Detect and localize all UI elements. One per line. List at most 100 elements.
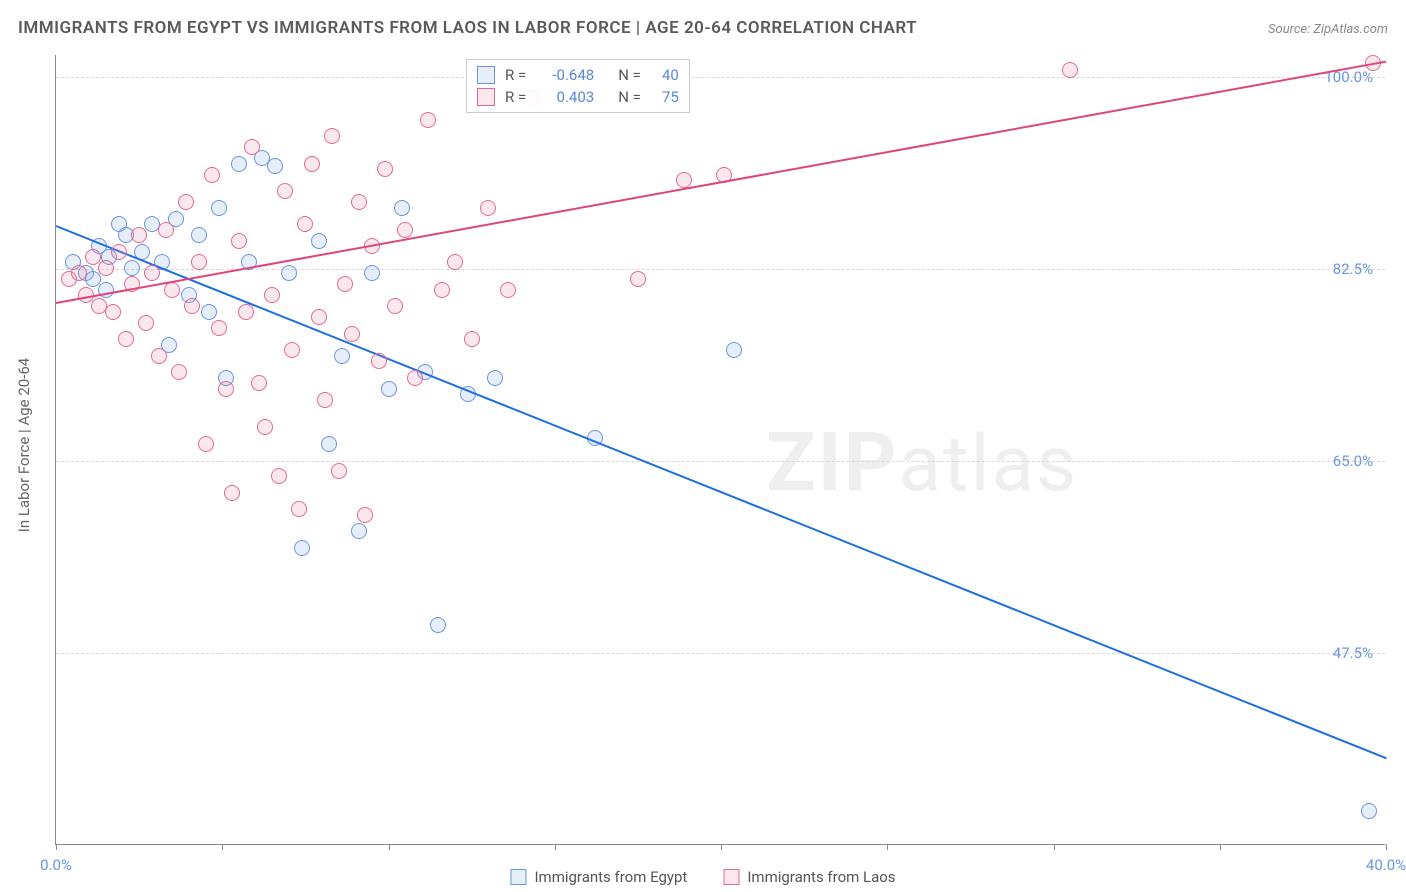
legend-r-value: 0.403 xyxy=(536,88,594,106)
scatter-point-laos xyxy=(105,304,121,320)
scatter-point-laos xyxy=(337,276,353,292)
scatter-point-laos xyxy=(144,265,160,281)
scatter-point-laos xyxy=(238,304,254,320)
scatter-point-egypt xyxy=(124,260,140,276)
scatter-point-laos xyxy=(500,282,516,298)
x-tick xyxy=(1386,844,1387,850)
scatter-point-laos xyxy=(324,128,340,144)
scatter-point-laos xyxy=(244,139,260,155)
trend-line-egypt xyxy=(56,225,1387,759)
scatter-point-egypt xyxy=(311,233,327,249)
gridline-h xyxy=(56,269,1385,270)
scatter-point-egypt xyxy=(381,381,397,397)
legend-r-value: -0.648 xyxy=(536,66,594,84)
legend-n-value: 40 xyxy=(651,66,679,84)
scatter-point-egypt xyxy=(231,156,247,172)
scatter-point-laos xyxy=(178,194,194,210)
scatter-point-egypt xyxy=(351,523,367,539)
scatter-point-laos xyxy=(204,167,220,183)
scatter-point-egypt xyxy=(294,540,310,556)
x-tick-label: 0.0% xyxy=(40,856,72,874)
scatter-point-laos xyxy=(357,507,373,523)
scatter-point-laos xyxy=(118,331,134,347)
legend-swatch-egypt xyxy=(477,66,495,84)
scatter-point-egypt xyxy=(726,342,742,358)
chart-title: IMMIGRANTS FROM EGYPT VS IMMIGRANTS FROM… xyxy=(18,18,917,38)
scatter-point-laos xyxy=(71,265,87,281)
legend-n-label: N = xyxy=(618,88,641,106)
source-attribution: Source: ZipAtlas.com xyxy=(1268,22,1388,37)
x-tick xyxy=(1054,844,1055,850)
legend-top: R = -0.648 N = 40 R = 0.403 N = 75 xyxy=(466,59,690,113)
scatter-point-egypt xyxy=(211,200,227,216)
watermark-rest: atlas xyxy=(899,419,1079,510)
scatter-point-egypt xyxy=(281,265,297,281)
legend-item-egypt: Immigrants from Egypt xyxy=(510,868,687,886)
scatter-point-laos xyxy=(331,463,347,479)
legend-r-label: R = xyxy=(505,66,526,84)
scatter-point-laos xyxy=(211,320,227,336)
x-tick xyxy=(721,844,722,850)
gridline-h xyxy=(56,461,1385,462)
y-axis-title: In Labor Force | Age 20-64 xyxy=(15,358,33,532)
legend-label-egypt: Immigrants from Egypt xyxy=(534,868,687,886)
legend-item-laos: Immigrants from Laos xyxy=(723,868,895,886)
scatter-point-egypt xyxy=(394,200,410,216)
y-tick-label: 47.5% xyxy=(1333,644,1373,662)
legend-row-laos: R = 0.403 N = 75 xyxy=(477,86,679,108)
x-tick xyxy=(56,844,57,850)
scatter-point-laos xyxy=(277,183,293,199)
legend-label-laos: Immigrants from Laos xyxy=(747,868,895,886)
trend-line-laos xyxy=(56,61,1386,304)
x-tick xyxy=(1220,844,1221,850)
x-tick xyxy=(222,844,223,850)
scatter-point-laos xyxy=(231,233,247,249)
y-tick-label: 82.5% xyxy=(1333,260,1373,278)
watermark-bold: ZIP xyxy=(766,415,899,511)
scatter-point-laos xyxy=(297,216,313,232)
scatter-point-laos xyxy=(344,326,360,342)
scatter-point-egypt xyxy=(1361,803,1377,819)
scatter-point-laos xyxy=(218,381,234,397)
legend-swatch-egypt xyxy=(510,869,526,885)
scatter-point-laos xyxy=(464,331,480,347)
scatter-point-laos xyxy=(284,342,300,358)
scatter-point-egypt xyxy=(267,158,283,174)
legend-swatch-laos xyxy=(477,88,495,106)
scatter-point-laos xyxy=(377,161,393,177)
scatter-point-laos xyxy=(371,353,387,369)
scatter-point-laos xyxy=(397,222,413,238)
scatter-point-laos xyxy=(151,348,167,364)
x-tick xyxy=(389,844,390,850)
scatter-point-egypt xyxy=(334,348,350,364)
legend-r-label: R = xyxy=(505,88,526,106)
scatter-point-laos xyxy=(407,370,423,386)
scatter-point-laos xyxy=(85,249,101,265)
scatter-point-laos xyxy=(630,271,646,287)
scatter-point-laos xyxy=(304,156,320,172)
scatter-point-laos xyxy=(271,468,287,484)
watermark: ZIPatlas xyxy=(766,415,1078,511)
legend-n-label: N = xyxy=(618,66,641,84)
scatter-point-laos xyxy=(311,309,327,325)
gridline-h xyxy=(56,653,1385,654)
scatter-point-laos xyxy=(224,485,240,501)
scatter-point-laos xyxy=(351,194,367,210)
scatter-point-egypt xyxy=(321,436,337,452)
legend-n-value: 75 xyxy=(651,88,679,106)
scatter-point-laos xyxy=(251,375,267,391)
legend-swatch-laos xyxy=(723,869,739,885)
scatter-point-egypt xyxy=(430,617,446,633)
scatter-point-laos xyxy=(480,200,496,216)
scatter-point-laos xyxy=(447,254,463,270)
scatter-point-laos xyxy=(164,282,180,298)
scatter-point-laos xyxy=(291,501,307,517)
legend-bottom: Immigrants from Egypt Immigrants from La… xyxy=(510,868,895,886)
scatter-point-egypt xyxy=(364,265,380,281)
scatter-point-laos xyxy=(138,315,154,331)
gridline-h xyxy=(56,77,1385,78)
x-tick xyxy=(555,844,556,850)
scatter-point-egypt xyxy=(487,370,503,386)
scatter-point-laos xyxy=(420,112,436,128)
scatter-point-laos xyxy=(131,227,147,243)
